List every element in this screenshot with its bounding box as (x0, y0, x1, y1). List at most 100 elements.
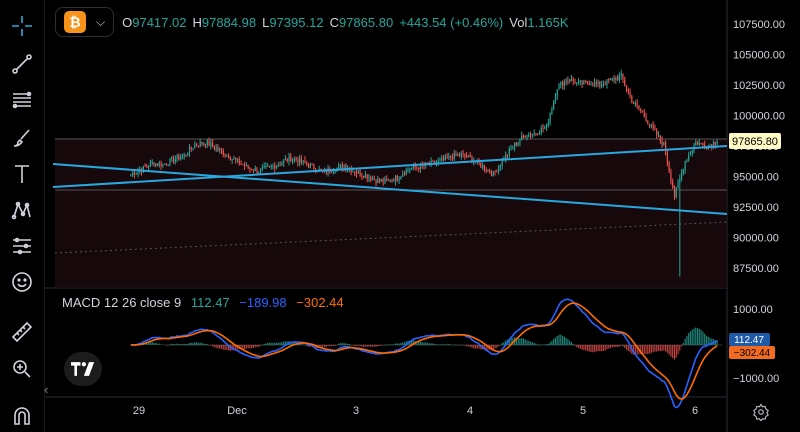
candle-body (430, 161, 432, 165)
candle-body (542, 128, 544, 130)
macd-hist-bar (249, 345, 251, 349)
forecast-icon[interactable] (6, 232, 38, 260)
candle-body (597, 81, 599, 84)
macd-hist-bar (341, 343, 343, 345)
symbol-selector[interactable]: ₿ ⌵ (55, 7, 115, 37)
time-tick: 5 (580, 405, 586, 417)
macd-hist-bar (544, 344, 546, 346)
zoom-in-icon[interactable] (6, 355, 38, 383)
candle-body (160, 162, 162, 167)
candle-body (343, 165, 345, 169)
macd-hist-bar (442, 344, 445, 346)
macd-hist-bar (364, 345, 366, 347)
candle-body (245, 164, 247, 167)
macd-title[interactable]: MACD 12 26 close 9 (62, 295, 182, 310)
macd-hist-bar (281, 342, 283, 345)
macd-hist-bar (155, 342, 157, 345)
candle-body (702, 143, 704, 145)
magnet-icon[interactable] (6, 402, 38, 430)
candle-body (206, 140, 208, 145)
candle-body (618, 75, 620, 80)
candle-body (501, 159, 503, 166)
candle-body (185, 154, 187, 156)
candle-body (151, 162, 153, 164)
high-label: H (192, 14, 202, 30)
crosshair-icon[interactable] (6, 12, 38, 40)
candle-body (432, 161, 434, 163)
brush-icon[interactable] (6, 124, 38, 152)
macd-hist-bar (450, 344, 452, 346)
candle-body (659, 135, 661, 141)
macd-hist-bar (537, 344, 539, 345)
macd-hist-bar (473, 345, 475, 349)
candle-body (377, 178, 379, 184)
trend-line-rising[interactable] (52, 145, 728, 188)
macd-hist-bar (274, 342, 276, 345)
candle-body (565, 81, 567, 83)
candle-body (517, 142, 519, 146)
macd-hist-bar (178, 344, 180, 345)
candle-body (291, 159, 294, 162)
macd-hist-bar (540, 344, 542, 345)
fib-retracement-icon[interactable] (6, 86, 38, 114)
macd-hist-bar (480, 345, 482, 350)
candle-body (498, 166, 500, 172)
price-chart[interactable]: 107500.00105000.00102500.00100000.009750… (45, 0, 800, 432)
candle-body (373, 178, 375, 180)
candle-body (526, 136, 528, 138)
macd-hist-bar (208, 345, 210, 346)
candle-body (649, 123, 651, 126)
gear-icon[interactable] (752, 403, 770, 423)
macd-hist-bar (268, 342, 271, 345)
candle-body (155, 163, 157, 166)
candle-body (219, 148, 221, 151)
macd-hist-bar (224, 345, 226, 351)
macd-hist-bar (602, 345, 605, 351)
collapse-toolbar-icon[interactable]: ‹ (44, 382, 49, 397)
trend-line-icon[interactable] (6, 50, 38, 78)
tradingview-logo[interactable] (64, 352, 102, 386)
candle-body (235, 158, 237, 160)
range-box[interactable] (55, 139, 727, 288)
macd-hist-bar (187, 344, 189, 345)
macd-hist-bar (169, 344, 171, 345)
ruler-icon[interactable] (6, 318, 38, 346)
candle-body (196, 144, 198, 146)
macd-hist-bar (256, 345, 258, 348)
candle-body (599, 81, 601, 87)
macd-hist-bar (277, 342, 279, 345)
candle-body (560, 82, 562, 85)
macd-hist-bar (366, 345, 368, 347)
macd-hist-bar (343, 342, 345, 345)
macd-hist-bar (188, 342, 191, 345)
macd-hist-bar (547, 343, 549, 345)
candle-body (304, 160, 306, 163)
chevron-down-icon[interactable]: ⌵ (96, 14, 106, 29)
macd-hist-bar (636, 345, 638, 355)
candle-body (409, 169, 411, 171)
pattern-icon[interactable] (6, 196, 38, 224)
candle-body (172, 157, 175, 162)
candle-body (371, 178, 374, 181)
candle-body (368, 177, 370, 179)
macd-hist-bar (384, 344, 386, 346)
candle-body (668, 163, 670, 172)
macd-hist-bar (339, 342, 342, 345)
candle-body (199, 141, 201, 147)
trend-line-falling[interactable] (52, 163, 728, 215)
time-axis[interactable]: 29 Dec 3 4 5 6 (133, 405, 698, 417)
macd-hist-bar (661, 345, 663, 352)
emoji-icon[interactable] (6, 268, 38, 296)
macd-hist-bar (657, 345, 660, 352)
candle-body (226, 154, 228, 156)
candle-body (466, 156, 468, 158)
low-label: L (262, 14, 270, 30)
candle-body (695, 141, 697, 146)
macd-hist-bar (633, 345, 635, 355)
text-tool-icon[interactable] (6, 160, 38, 188)
macd-hist-bar (593, 345, 596, 352)
candle-body (350, 168, 352, 173)
macd-hist-bar (585, 345, 587, 351)
macd-hist-bar (716, 340, 718, 345)
candle-body (553, 101, 555, 109)
